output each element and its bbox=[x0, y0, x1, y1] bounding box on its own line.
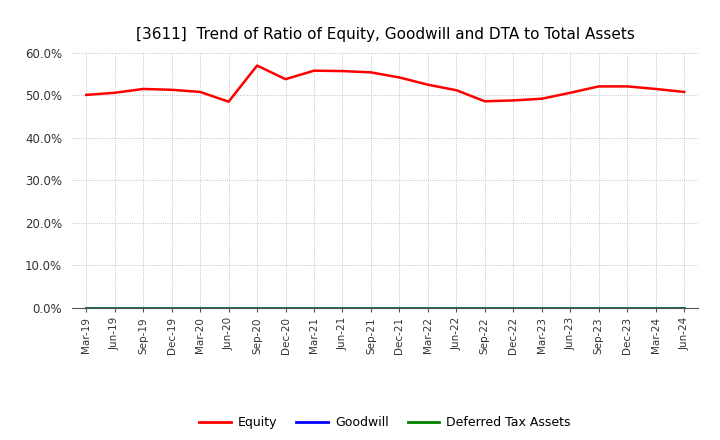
Equity bbox=[623, 84, 631, 89]
Goodwill bbox=[82, 305, 91, 311]
Equity bbox=[253, 63, 261, 68]
Goodwill bbox=[253, 305, 261, 311]
Deferred Tax Assets bbox=[423, 305, 432, 311]
Equity bbox=[395, 75, 404, 80]
Title: [3611]  Trend of Ratio of Equity, Goodwill and DTA to Total Assets: [3611] Trend of Ratio of Equity, Goodwil… bbox=[136, 27, 634, 42]
Goodwill bbox=[139, 305, 148, 311]
Deferred Tax Assets bbox=[509, 305, 518, 311]
Legend: Equity, Goodwill, Deferred Tax Assets: Equity, Goodwill, Deferred Tax Assets bbox=[194, 411, 576, 434]
Goodwill bbox=[680, 305, 688, 311]
Deferred Tax Assets bbox=[395, 305, 404, 311]
Deferred Tax Assets bbox=[310, 305, 318, 311]
Goodwill bbox=[366, 305, 375, 311]
Equity bbox=[423, 82, 432, 87]
Goodwill bbox=[623, 305, 631, 311]
Goodwill bbox=[537, 305, 546, 311]
Goodwill bbox=[652, 305, 660, 311]
Equity bbox=[139, 86, 148, 92]
Deferred Tax Assets bbox=[225, 305, 233, 311]
Deferred Tax Assets bbox=[338, 305, 347, 311]
Line: Equity: Equity bbox=[86, 66, 684, 102]
Goodwill bbox=[566, 305, 575, 311]
Equity bbox=[509, 98, 518, 103]
Equity bbox=[282, 77, 290, 82]
Equity bbox=[338, 69, 347, 74]
Equity bbox=[452, 88, 461, 93]
Goodwill bbox=[167, 305, 176, 311]
Equity bbox=[537, 96, 546, 101]
Equity bbox=[480, 99, 489, 104]
Goodwill bbox=[452, 305, 461, 311]
Deferred Tax Assets bbox=[82, 305, 91, 311]
Equity bbox=[366, 70, 375, 75]
Deferred Tax Assets bbox=[196, 305, 204, 311]
Deferred Tax Assets bbox=[253, 305, 261, 311]
Deferred Tax Assets bbox=[167, 305, 176, 311]
Goodwill bbox=[225, 305, 233, 311]
Equity bbox=[82, 92, 91, 98]
Goodwill bbox=[395, 305, 404, 311]
Deferred Tax Assets bbox=[652, 305, 660, 311]
Goodwill bbox=[310, 305, 318, 311]
Equity bbox=[110, 90, 119, 95]
Deferred Tax Assets bbox=[480, 305, 489, 311]
Deferred Tax Assets bbox=[623, 305, 631, 311]
Deferred Tax Assets bbox=[537, 305, 546, 311]
Goodwill bbox=[423, 305, 432, 311]
Goodwill bbox=[595, 305, 603, 311]
Deferred Tax Assets bbox=[139, 305, 148, 311]
Deferred Tax Assets bbox=[282, 305, 290, 311]
Equity bbox=[310, 68, 318, 73]
Equity bbox=[167, 87, 176, 92]
Goodwill bbox=[509, 305, 518, 311]
Equity bbox=[196, 89, 204, 95]
Goodwill bbox=[338, 305, 347, 311]
Equity bbox=[566, 90, 575, 95]
Deferred Tax Assets bbox=[110, 305, 119, 311]
Equity bbox=[225, 99, 233, 104]
Deferred Tax Assets bbox=[680, 305, 688, 311]
Equity bbox=[680, 89, 688, 95]
Equity bbox=[652, 86, 660, 92]
Deferred Tax Assets bbox=[366, 305, 375, 311]
Deferred Tax Assets bbox=[566, 305, 575, 311]
Goodwill bbox=[480, 305, 489, 311]
Deferred Tax Assets bbox=[595, 305, 603, 311]
Goodwill bbox=[282, 305, 290, 311]
Goodwill bbox=[110, 305, 119, 311]
Equity bbox=[595, 84, 603, 89]
Deferred Tax Assets bbox=[452, 305, 461, 311]
Goodwill bbox=[196, 305, 204, 311]
